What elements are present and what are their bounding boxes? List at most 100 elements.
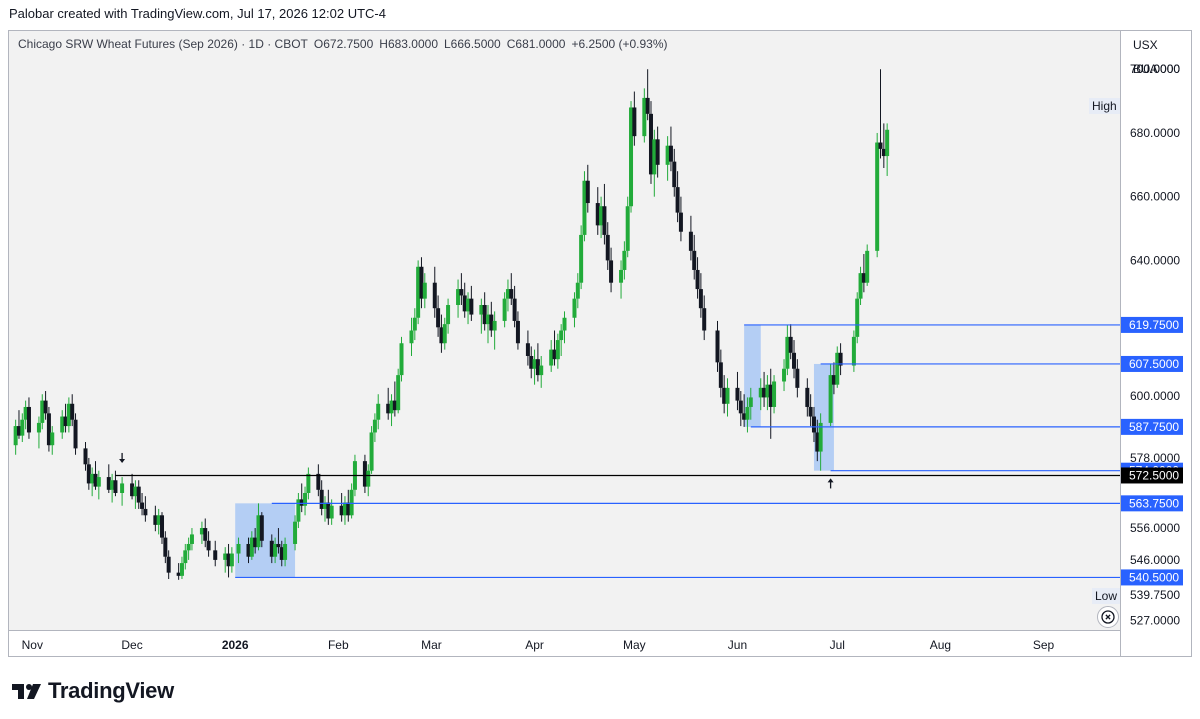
candle-body bbox=[346, 502, 351, 516]
price-scale[interactable] bbox=[1120, 31, 1191, 656]
y-tick-label: 660.0000 bbox=[1130, 190, 1180, 204]
candle-body bbox=[835, 352, 840, 385]
currency-button[interactable]: USX bbox=[1133, 38, 1158, 52]
x-tick-label: May bbox=[623, 638, 646, 652]
candle-body bbox=[223, 553, 228, 560]
candle-body bbox=[120, 483, 125, 493]
candle-body bbox=[748, 397, 753, 407]
candle-body bbox=[206, 540, 211, 551]
candle-body bbox=[23, 406, 28, 420]
candle-body bbox=[875, 142, 880, 251]
candle-body bbox=[742, 413, 747, 420]
candle-body bbox=[555, 340, 560, 360]
candle-body bbox=[186, 543, 191, 551]
candle-body bbox=[436, 308, 441, 328]
candle-body bbox=[303, 492, 308, 506]
candle-body bbox=[525, 343, 530, 356]
candle-body bbox=[86, 464, 91, 484]
arrow-down-icon bbox=[119, 458, 126, 463]
candle-body bbox=[213, 550, 218, 560]
candle-body bbox=[599, 206, 604, 226]
reset-scale-button[interactable] bbox=[1097, 606, 1119, 628]
candle-body bbox=[70, 403, 75, 420]
candle-body bbox=[329, 505, 334, 519]
zone-box-2 bbox=[744, 324, 761, 427]
level-label-587.7500: 587.7500 bbox=[1129, 420, 1179, 434]
level-label-607.5000-bg bbox=[1121, 355, 1183, 372]
candle-body bbox=[106, 477, 111, 490]
candle-body bbox=[316, 473, 321, 490]
time-scale[interactable] bbox=[9, 630, 1120, 656]
candle-body bbox=[369, 432, 374, 471]
candle-body bbox=[572, 298, 577, 318]
candle-body bbox=[90, 473, 95, 484]
candle-body bbox=[273, 543, 278, 557]
low-value-label: 539.7500 bbox=[1130, 588, 1180, 602]
candle-body bbox=[143, 508, 148, 516]
candle-body bbox=[469, 298, 474, 315]
candle-body bbox=[885, 129, 890, 157]
candle-body bbox=[176, 572, 181, 576]
x-tick-label: Aug bbox=[930, 638, 951, 652]
candle-body bbox=[276, 543, 281, 548]
candle-body bbox=[792, 352, 797, 369]
candle-body bbox=[136, 486, 141, 503]
candle-body bbox=[745, 406, 750, 420]
candle-body bbox=[153, 515, 158, 525]
tradingview-branding[interactable]: TradingView bbox=[12, 678, 174, 704]
candle-body bbox=[855, 298, 860, 337]
candle-body bbox=[259, 515, 264, 541]
candle-body bbox=[539, 365, 544, 376]
low-label: Low bbox=[1092, 588, 1121, 604]
candle-body bbox=[492, 320, 497, 331]
candle-body bbox=[43, 400, 48, 414]
candle-body bbox=[765, 384, 770, 398]
x-tick-label: Dec bbox=[121, 638, 142, 652]
unit-button[interactable]: BUA bbox=[1133, 62, 1158, 76]
candle-body bbox=[562, 317, 567, 331]
candle-body bbox=[462, 295, 467, 312]
change-value: +6.2500 (+0.93%) bbox=[571, 37, 668, 51]
y-tick-label: 700.0000 bbox=[1130, 62, 1180, 76]
candle-body bbox=[199, 528, 204, 535]
author-caption: Palobar created with TradingView.com, Ju… bbox=[9, 6, 386, 21]
y-tick-label: 680.0000 bbox=[1130, 126, 1180, 140]
candle-body bbox=[299, 499, 304, 506]
candle-body bbox=[203, 528, 208, 541]
x-tick-label: Apr bbox=[525, 638, 544, 652]
candle-body bbox=[851, 336, 856, 366]
candle-body bbox=[482, 305, 487, 325]
candle-body bbox=[485, 314, 490, 325]
candle-body bbox=[46, 413, 51, 446]
candle-body bbox=[629, 107, 634, 207]
candle-body bbox=[838, 352, 843, 366]
candle-body bbox=[179, 563, 184, 576]
level-label-619.7500: 619.7500 bbox=[1129, 318, 1179, 332]
candle-body bbox=[293, 521, 298, 544]
candle-body bbox=[718, 362, 723, 388]
candle-body bbox=[279, 547, 284, 560]
candle-body bbox=[785, 336, 790, 369]
candle-body bbox=[758, 387, 763, 398]
candle-body bbox=[698, 289, 703, 309]
symbol-name[interactable]: Chicago SRW Wheat Futures (Sep 2026) · 1… bbox=[18, 37, 308, 51]
candle-body bbox=[692, 250, 697, 270]
candle-body bbox=[163, 537, 168, 557]
candle-body bbox=[655, 139, 660, 165]
candle-body bbox=[326, 502, 331, 519]
candle-body bbox=[609, 260, 614, 283]
candle-body bbox=[505, 289, 510, 299]
candle-body bbox=[389, 400, 394, 414]
level-label-540.5000: 540.5000 bbox=[1129, 570, 1179, 584]
reset-scale-icon bbox=[1101, 610, 1115, 624]
candle-body bbox=[113, 480, 118, 493]
candle-body bbox=[702, 308, 707, 331]
candle-body bbox=[166, 556, 171, 573]
level-label-607.5000: 607.5000 bbox=[1129, 357, 1179, 371]
candle-body bbox=[645, 97, 650, 114]
candle-body bbox=[502, 298, 507, 321]
candle-body bbox=[236, 543, 241, 554]
candle-body bbox=[140, 502, 145, 509]
candle-body bbox=[130, 483, 135, 497]
